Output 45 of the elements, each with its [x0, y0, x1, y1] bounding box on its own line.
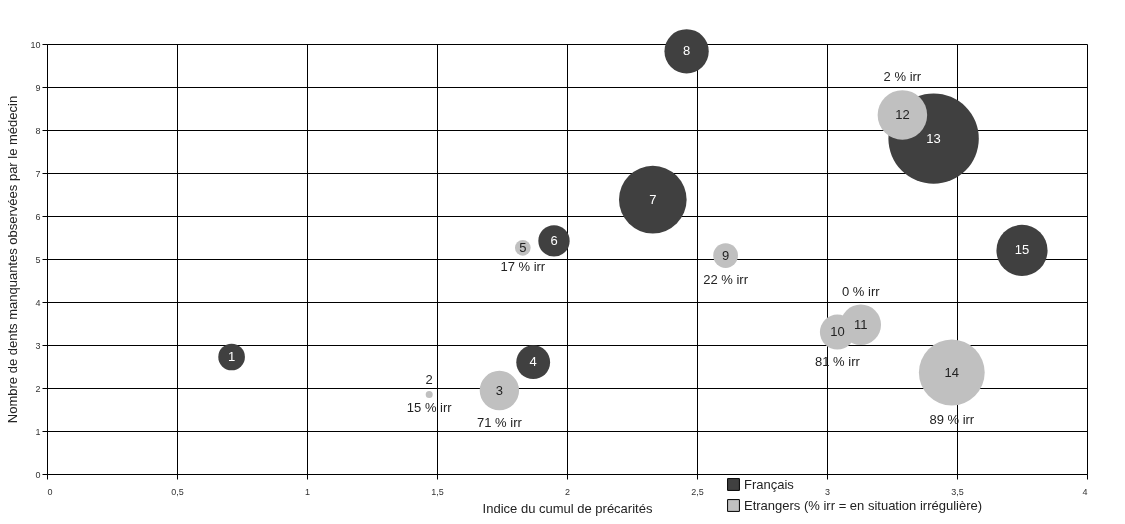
- y-tick-label: 2: [35, 383, 41, 394]
- y-tick-label: 4: [35, 297, 41, 308]
- annotation: 71 % irr: [477, 414, 523, 430]
- annotation: 1: [227, 349, 236, 365]
- annotation: 2 % irr: [883, 69, 922, 85]
- annotation: 4: [529, 354, 537, 370]
- annotation: 5: [519, 239, 527, 255]
- annotation: 11: [854, 316, 868, 332]
- legend-label: Etrangers (% irr = en situation irrégulière): [744, 497, 983, 513]
- y-tick-label: 5: [35, 254, 41, 265]
- y-tick-label: 6: [35, 211, 41, 222]
- x-tick-label: 3,5: [951, 486, 964, 497]
- annotation: 7: [649, 191, 657, 207]
- x-tick-label: 3: [824, 486, 831, 497]
- x-axis-title: Indice du cumul de précarités: [482, 500, 653, 516]
- y-tick-label: 1: [35, 426, 41, 437]
- annotation: 0 % irr: [842, 283, 881, 299]
- x-tick-label: 4: [1082, 486, 1088, 497]
- x-tick-label: 1,5: [431, 486, 444, 497]
- annotation: 17 % irr: [500, 258, 546, 274]
- legend-label: Français: [744, 476, 795, 492]
- annotation: 15 % irr: [406, 400, 453, 416]
- annotation: 8: [682, 43, 691, 59]
- x-tick-label: 2: [564, 486, 571, 497]
- y-axis-title: Nombre de dents manquantes observées par le médecin: [5, 95, 21, 424]
- y-tick-label: 7: [35, 168, 41, 179]
- y-tick-label: 3: [35, 340, 41, 351]
- annotation: 10: [830, 324, 845, 340]
- y-tick-label: 10: [30, 39, 41, 50]
- annotation: 12: [895, 106, 910, 122]
- x-tick-label: 2,5: [691, 486, 704, 497]
- annotation: 13: [926, 130, 941, 146]
- annotation: 15: [1014, 242, 1030, 258]
- y-tick-label: 0: [35, 469, 41, 480]
- y-tick-label: 8: [35, 125, 41, 136]
- annotation: 9: [721, 247, 730, 263]
- annotation: 6: [550, 232, 558, 248]
- annotation: 2: [425, 372, 433, 388]
- x-tick-label: 0,5: [171, 486, 184, 497]
- annotation: 3: [495, 382, 504, 398]
- annotation: 14: [944, 364, 960, 380]
- annotation: 22 % irr: [703, 271, 749, 287]
- y-tick-label: 9: [35, 82, 41, 93]
- x-tick-label: 1: [304, 486, 311, 497]
- x-tick-label: 0: [47, 486, 53, 497]
